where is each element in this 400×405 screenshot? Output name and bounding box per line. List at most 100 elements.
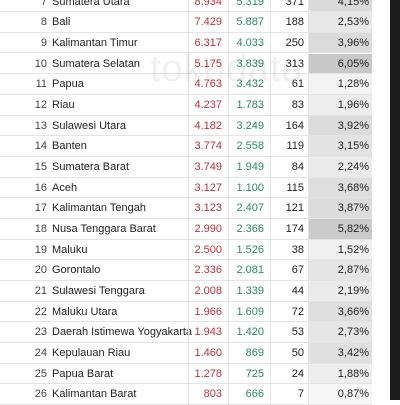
percentage: 1,88% <box>308 363 372 384</box>
province: Nusa Tenggara Barat <box>52 222 156 235</box>
value-b: 1.420 <box>228 322 270 342</box>
value-a: 2.008 <box>188 280 228 301</box>
value-c: 7 <box>270 384 308 404</box>
value-a: 3.127 <box>188 177 228 198</box>
rank: 12 <box>34 98 47 111</box>
rank: 10 <box>34 57 47 70</box>
rank: 22 <box>34 305 47 318</box>
value-b: 1.339 <box>228 280 270 301</box>
value-b: 2.558 <box>228 136 270 156</box>
percentage: 2,73% <box>308 322 372 342</box>
province: Sumatera Utara <box>52 0 130 8</box>
value-a: 803 <box>188 384 228 404</box>
value-c: 53 <box>270 322 308 342</box>
province: Riau <box>52 98 75 111</box>
value-b: 869 <box>228 342 270 363</box>
value-b: 1.783 <box>228 94 270 115</box>
province: Maluku Utara <box>52 305 118 318</box>
value-a: 3.749 <box>188 156 228 177</box>
value-c: 188 <box>270 12 308 32</box>
value-a: 4.237 <box>188 94 228 115</box>
value-a: 2.500 <box>188 239 228 260</box>
percentage: 1,96% <box>308 94 372 115</box>
percentage: 4,15% <box>308 0 372 12</box>
value-c: 50 <box>270 342 308 363</box>
table-row: 9 Kalimantan Timur 6.317 4.033 250 3,96% <box>0 32 372 54</box>
province: Kalimantan Barat <box>52 388 137 401</box>
percentage: 5,82% <box>308 218 372 239</box>
value-a: 2.990 <box>188 218 228 239</box>
percentage: 3,15% <box>308 136 372 156</box>
value-b: 3.249 <box>228 115 270 136</box>
table-row: 11 Papua 4.763 3.432 61 1,28% <box>0 74 372 95</box>
province: Gorontalo <box>52 264 101 277</box>
value-b: 2.407 <box>228 198 270 218</box>
province: Sulawesi Utara <box>52 119 126 132</box>
province: Papua Barat <box>52 367 114 380</box>
value-c: 121 <box>270 198 308 218</box>
value-c: 67 <box>270 260 308 280</box>
rank: 23 <box>34 326 47 339</box>
rank: 15 <box>34 160 47 173</box>
value-b: 5.319 <box>228 0 270 12</box>
value-b: 2.081 <box>228 260 270 280</box>
table-row: 17 Kalimantan Tengah 3.123 2.407 121 3,87% <box>0 198 372 219</box>
percentage: 3,96% <box>308 32 372 53</box>
value-c: 44 <box>270 280 308 301</box>
value-b: 4.033 <box>228 32 270 53</box>
value-c: 115 <box>270 177 308 198</box>
percentage: 3,42% <box>308 342 372 363</box>
table-row: 7 Sumatera Utara 8.934 5.319 371 4,15% <box>0 0 372 13</box>
province: Sumatera Selatan <box>52 57 141 70</box>
value-a: 1.943 <box>188 322 228 342</box>
table-row: 15 Sumatera Barat 3.749 1.949 84 2,24% <box>0 156 372 178</box>
rank: 13 <box>34 119 47 132</box>
rank: 11 <box>35 78 47 91</box>
percentage: 3,92% <box>308 115 372 136</box>
value-a: 2.336 <box>188 260 228 280</box>
rank: 7 <box>40 0 47 8</box>
value-b: 1.526 <box>228 239 270 260</box>
value-a: 3.774 <box>188 136 228 156</box>
value-a: 8.934 <box>188 0 228 12</box>
value-b: 666 <box>228 384 270 404</box>
value-c: 164 <box>270 115 308 136</box>
rank: 26 <box>34 388 47 401</box>
percentage: 1,28% <box>308 74 372 94</box>
province: Kalimantan Tengah <box>52 202 146 215</box>
value-b: 1.100 <box>228 177 270 198</box>
province: Bali <box>52 16 71 29</box>
percentage: 3,66% <box>308 301 372 322</box>
value-c: 119 <box>270 136 308 156</box>
province: Sumatera Barat <box>52 160 130 173</box>
value-c: 313 <box>270 53 308 74</box>
value-c: 250 <box>270 32 308 53</box>
value-a: 3.123 <box>188 198 228 218</box>
value-b: 3.432 <box>228 74 270 94</box>
table-row: 22 Maluku Utara 1.966 1.609 72 3,66% <box>0 301 372 323</box>
percentage: 2,53% <box>308 12 372 32</box>
table-row: 25 Papua Barat 1.278 725 24 1,88% <box>0 363 372 385</box>
value-a: 7.429 <box>188 12 228 32</box>
province: Daerah Istimewa Yogyakarta <box>52 326 193 339</box>
value-b: 2.366 <box>228 218 270 239</box>
value-c: 174 <box>270 218 308 239</box>
rank: 18 <box>34 222 47 235</box>
value-b: 725 <box>228 363 270 384</box>
table-row: 23 Daerah Istimewa Yogyakarta 1.943 1.420 53… <box>0 322 372 343</box>
table-row: 12 Riau 4.237 1.783 83 1,96% <box>0 94 372 116</box>
rank: 21 <box>34 284 47 297</box>
percentage: 3,68% <box>308 177 372 198</box>
table-row: 10 Sumatera Selatan 5.175 3.839 313 6,05% <box>0 53 372 75</box>
province: Banten <box>52 140 87 153</box>
table-row: 26 Kalimantan Barat 803 666 7 0,87% <box>0 384 372 405</box>
value-c: 72 <box>270 301 308 322</box>
value-a: 1.460 <box>188 342 228 363</box>
province: Kepulauan Riau <box>52 346 131 359</box>
percentage: 1,52% <box>308 239 372 260</box>
screen-edge <box>390 0 400 400</box>
rank: 19 <box>34 243 47 256</box>
table-row: 19 Maluku 2.500 1.526 38 1,52% <box>0 239 372 261</box>
value-a: 5.175 <box>188 53 228 74</box>
